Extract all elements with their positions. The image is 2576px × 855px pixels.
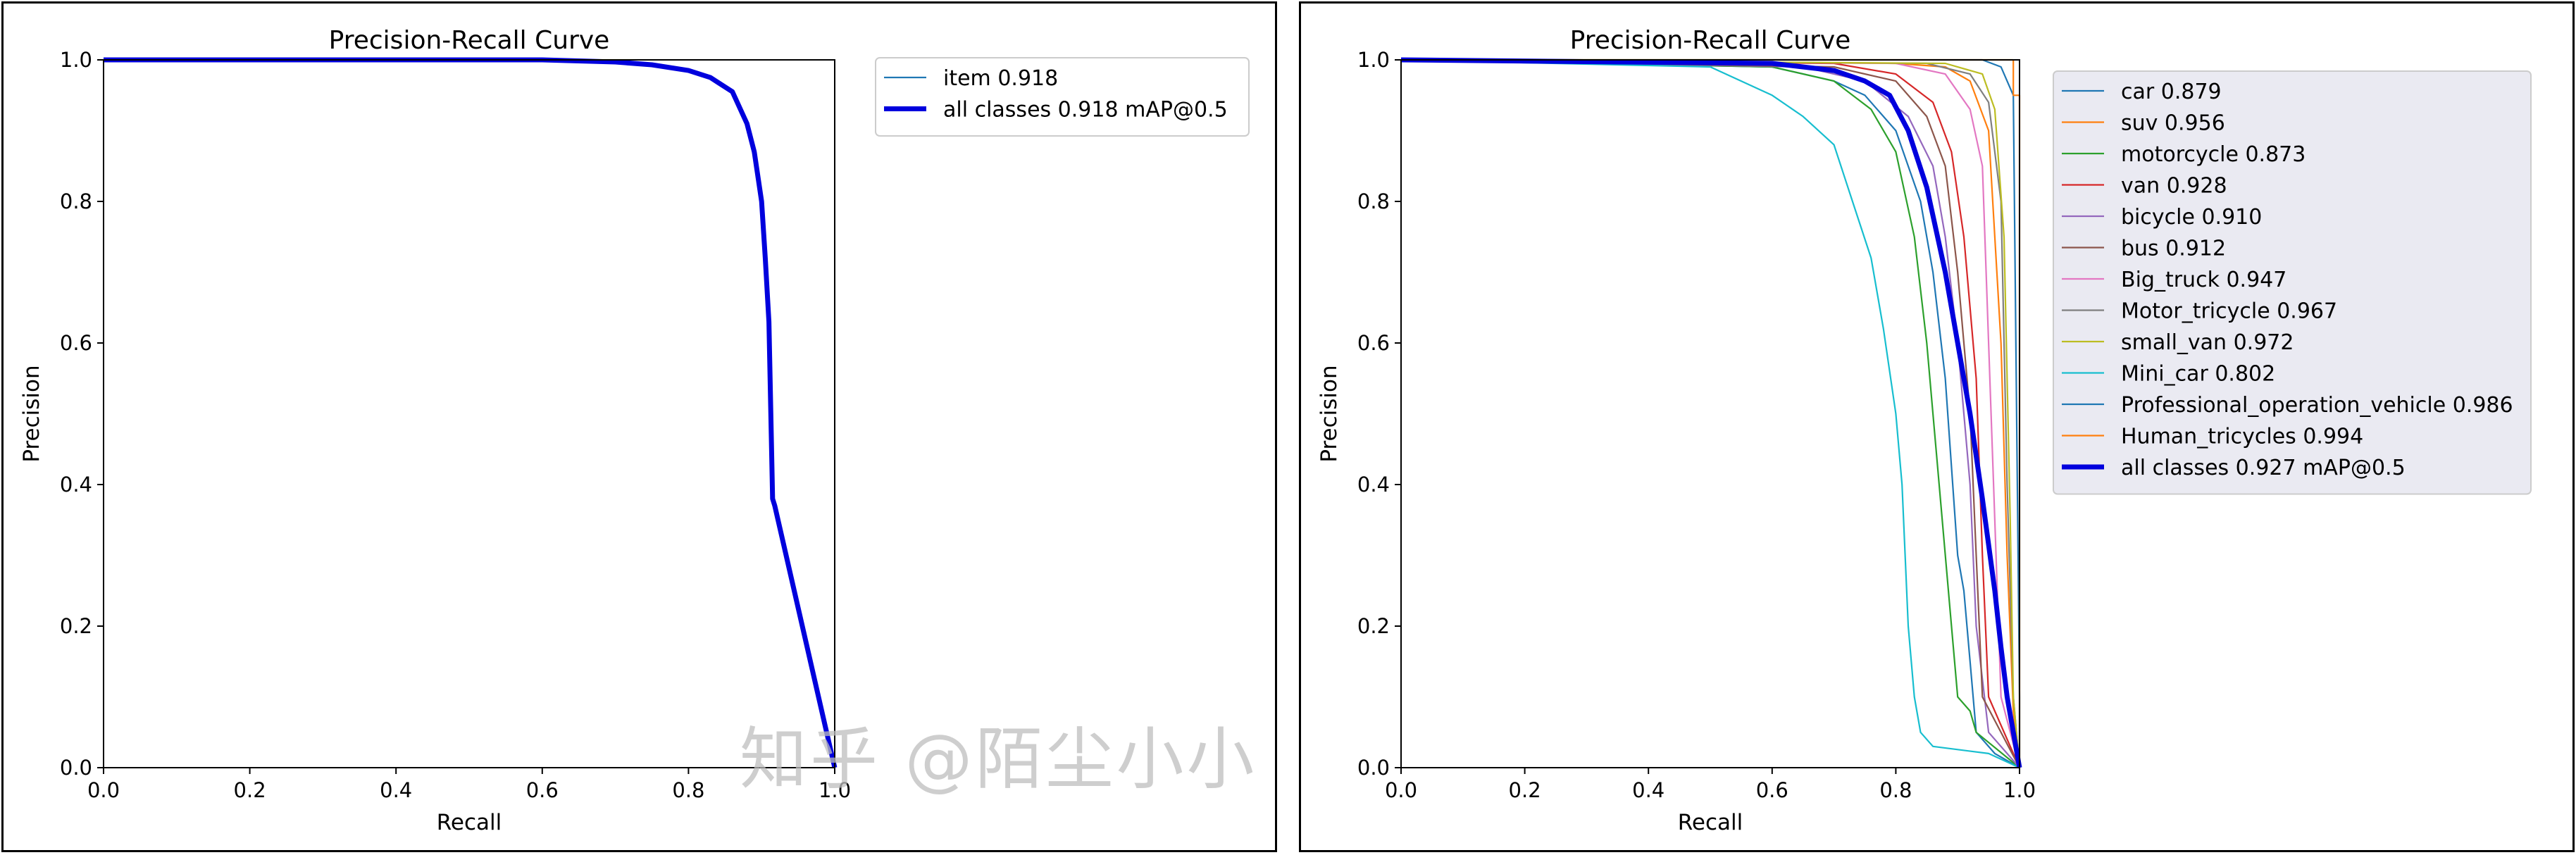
- series-line-2: [1400, 58, 2020, 768]
- left-chart-panel: Precision-Recall Curve 0.0 0.2 0.4 0.6 0.8 1.0…: [1, 1, 1277, 852]
- x-axis-label: Recall: [1678, 810, 1743, 835]
- x-tick-label: 0.4: [1632, 778, 1665, 802]
- right-chart-panel: Precision-Recall Curve 0.0 0.2 0.4 0.6 0.8 1.0…: [1299, 1, 2575, 852]
- x-tick-label: 0.2: [1509, 778, 1541, 802]
- plot-frame: [1400, 59, 2020, 768]
- y-tick-label: 0.4: [60, 473, 92, 497]
- chart-title: Precision-Recall Curve: [1570, 26, 1851, 55]
- series-line-12: [1400, 57, 2022, 768]
- y-tick-label: 0.6: [60, 331, 92, 355]
- x-tick-label: 0.6: [526, 778, 559, 802]
- legend-entry: item 0.918: [943, 66, 1058, 91]
- x-tick-label: 0.0: [1385, 778, 1417, 802]
- x-tick-label: 0.6: [1756, 778, 1788, 802]
- series-group: [1400, 57, 2022, 769]
- legend-entry: bus 0.912: [2121, 237, 2226, 261]
- legend-entry: Motor_tricycle 0.967: [2121, 299, 2337, 324]
- legend-entry: all classes 0.918 mAP@0.5: [943, 98, 1228, 123]
- right-pr-chart: Precision-Recall Curve 0.0 0.2 0.4 0.6 0.8 1.0…: [1317, 26, 2532, 835]
- series-group: [104, 57, 838, 768]
- series-line-0: [1400, 58, 2020, 768]
- series-line-4: [1400, 58, 2020, 768]
- legend-box: [875, 57, 1250, 137]
- series-line-6: [1400, 58, 2021, 768]
- plot-frame: [103, 59, 835, 768]
- legend: car 0.879 suv 0.956 motorcycle 0.873 van 0.…: [2053, 70, 2532, 495]
- y-tick-label: 0.2: [1357, 614, 1390, 638]
- left-pr-chart: Precision-Recall Curve 0.0 0.2 0.4 0.6 0.8 1.0…: [19, 26, 1250, 835]
- series-line-11: [1401, 58, 2021, 768]
- legend-box: [2053, 70, 2532, 495]
- y-axis-label: Precision: [1317, 365, 1342, 462]
- series-line-9: [1400, 58, 2020, 769]
- watermark-text: 知乎 @陌尘小小: [740, 720, 1257, 799]
- series-line-5: [1400, 58, 2020, 768]
- legend-entry: Mini_car 0.802: [2121, 362, 2275, 387]
- x-tick-label: 0.0: [87, 778, 120, 802]
- y-tick-label: 0.4: [1357, 473, 1390, 497]
- legend-entry: Big_truck 0.947: [2121, 268, 2286, 292]
- x-tick-label: 0.8: [672, 778, 704, 802]
- legend: item 0.918 all classes 0.918 mAP@0.5: [875, 57, 1250, 137]
- legend-entry: motorcycle 0.873: [2121, 142, 2306, 167]
- y-tick-label: 0.0: [60, 756, 92, 780]
- y-tick-label: 0.0: [1357, 756, 1390, 780]
- y-tick-label: 1.0: [1357, 48, 1390, 72]
- x-tick-label: 0.2: [234, 778, 266, 802]
- y-tick-label: 0.8: [1357, 189, 1390, 213]
- x-tick-label: 0.8: [1879, 778, 1912, 802]
- legend-entry: small_van 0.972: [2121, 330, 2294, 355]
- series-line-8: [1400, 58, 2021, 768]
- legend-entry: car 0.879: [2121, 80, 2222, 104]
- y-tick-label: 0.8: [60, 189, 92, 213]
- legend-entry: van 0.928: [2121, 174, 2227, 199]
- series-line-1: [1400, 58, 2021, 768]
- x-tick-label: 1.0: [2003, 778, 2036, 802]
- legend-entry: all classes 0.927 mAP@0.5: [2121, 456, 2406, 480]
- x-tick-label: 1.0: [819, 778, 851, 802]
- series-line-10: [1401, 58, 2021, 768]
- x-tick-label: 0.4: [380, 778, 412, 802]
- legend-entry: Human_tricycles 0.994: [2121, 425, 2363, 449]
- chart-title: Precision-Recall Curve: [329, 26, 610, 55]
- series-line-0: [104, 58, 836, 768]
- x-axis-label: Recall: [437, 810, 502, 835]
- legend-entry: Professional_operation_vehicle 0.986: [2121, 393, 2513, 418]
- y-tick-label: 1.0: [60, 48, 92, 72]
- series-line-7: [1400, 58, 2021, 768]
- series-line-3: [1400, 58, 2021, 768]
- legend-entry: bicycle 0.910: [2121, 205, 2262, 230]
- y-tick-label: 0.6: [1357, 331, 1390, 355]
- y-tick-label: 0.2: [60, 614, 92, 638]
- legend-entry: suv 0.956: [2121, 111, 2225, 136]
- y-axis-label: Precision: [19, 365, 44, 462]
- series-line-1: [104, 57, 838, 768]
